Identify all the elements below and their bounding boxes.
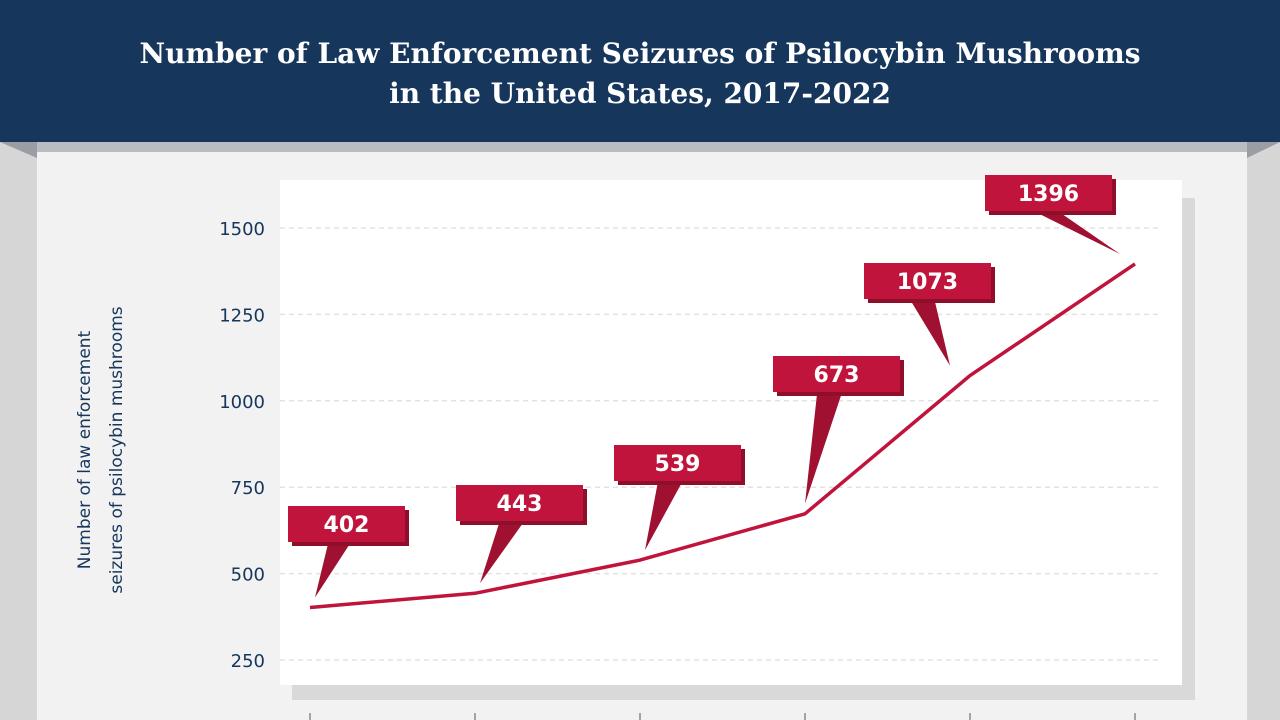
- callout-pointer: [315, 540, 353, 598]
- svg-text:seizures of psilocybin mushroo: seizures of psilocybin mushrooms: [107, 306, 127, 593]
- plot-area: [280, 180, 1182, 685]
- data-label: 443: [497, 492, 543, 517]
- chart-title: Number of Law Enforcement Seizures of Ps…: [139, 37, 1141, 110]
- callout-box: [288, 506, 405, 542]
- callout-pointer: [805, 390, 843, 504]
- chart-header: Number of Law Enforcement Seizures of Ps…: [0, 0, 1280, 142]
- series-line: [309, 262, 1136, 610]
- callout-pointer: [908, 297, 950, 366]
- callout-box: [985, 175, 1112, 211]
- y-tick-label: 1250: [219, 305, 265, 326]
- callout-box: [614, 445, 741, 481]
- data-label: 1073: [897, 270, 958, 295]
- y-axis-label: Number of law enforcement seizures of ps…: [75, 306, 127, 593]
- data-label-callout: 1073: [864, 263, 995, 366]
- callout-pointer: [645, 479, 684, 551]
- data-label: 402: [324, 513, 370, 538]
- y-tick-label: 750: [231, 478, 265, 499]
- y-tick-label: 1500: [219, 219, 265, 240]
- panel-top-shadow: [37, 142, 1247, 152]
- panel-bevel-left: [0, 142, 37, 158]
- callout-box: [864, 263, 991, 299]
- y-tick-label: 1000: [219, 392, 265, 413]
- data-label: 539: [655, 452, 701, 477]
- data-label: 673: [814, 363, 860, 388]
- panel-side-right: [1247, 142, 1280, 720]
- callout-pointer: [480, 519, 526, 584]
- data-label-callout: 673: [773, 356, 904, 504]
- panel-side-left: [0, 142, 37, 720]
- y-tick-label: 500: [231, 565, 265, 586]
- y-tick-label: 250: [231, 651, 265, 672]
- data-label-callout: 402: [288, 506, 409, 598]
- panel-bevel-right: [1247, 142, 1280, 158]
- svg-text:Number of law enforcement: Number of law enforcement: [75, 330, 95, 569]
- data-label-callout: 443: [456, 485, 587, 584]
- callout-pointer: [1029, 209, 1120, 254]
- data-label-callout: 539: [614, 445, 745, 551]
- data-label-callout: 1396: [985, 175, 1120, 254]
- data-label: 1396: [1018, 182, 1079, 207]
- callout-box: [773, 356, 900, 392]
- callout-box: [456, 485, 583, 521]
